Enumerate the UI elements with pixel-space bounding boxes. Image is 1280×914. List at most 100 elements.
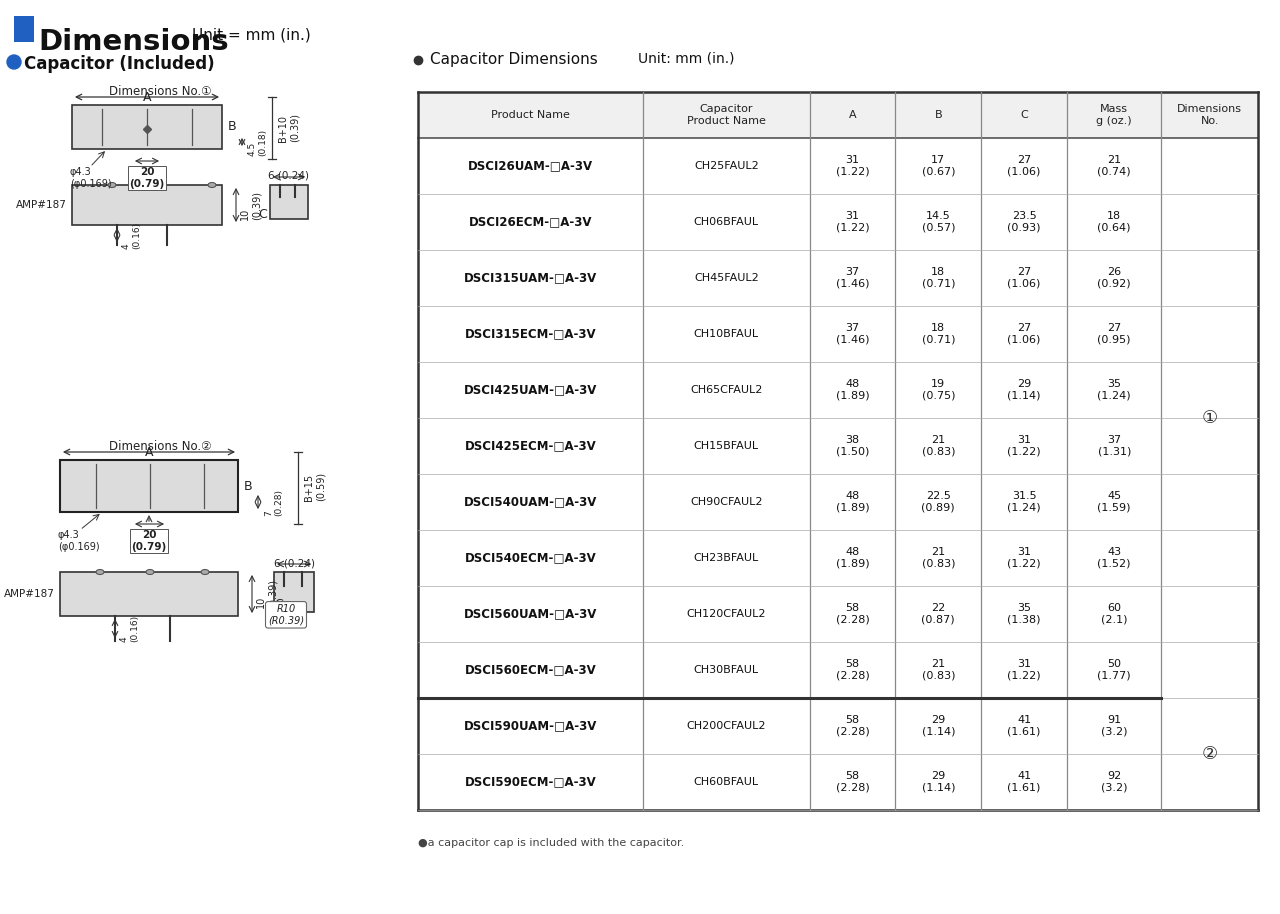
Text: 10
(0.39): 10 (0.39) bbox=[241, 190, 261, 219]
Text: DSCI425UAM-□A-3V: DSCI425UAM-□A-3V bbox=[463, 384, 598, 397]
Text: 27
(1.06): 27 (1.06) bbox=[1007, 267, 1041, 289]
Text: R10
(R0.39): R10 (R0.39) bbox=[268, 604, 305, 625]
Text: 58
(2.28): 58 (2.28) bbox=[836, 771, 869, 792]
Text: A: A bbox=[849, 110, 856, 120]
Text: φ4.3
(φ0.169): φ4.3 (φ0.169) bbox=[58, 530, 100, 552]
Text: CH06BFAUL: CH06BFAUL bbox=[694, 217, 759, 227]
Text: Dimensions
No.: Dimensions No. bbox=[1178, 104, 1242, 126]
Text: 48
(1.89): 48 (1.89) bbox=[836, 491, 869, 513]
Text: DSCI315UAM-□A-3V: DSCI315UAM-□A-3V bbox=[465, 271, 598, 284]
Text: B: B bbox=[934, 110, 942, 120]
Text: B: B bbox=[244, 480, 252, 493]
Text: DSCI560UAM-□A-3V: DSCI560UAM-□A-3V bbox=[463, 608, 598, 621]
Text: Unit: mm (in.): Unit: mm (in.) bbox=[637, 52, 735, 66]
Text: 6 (0.24): 6 (0.24) bbox=[274, 558, 315, 568]
Text: CH15BFAUL: CH15BFAUL bbox=[694, 441, 759, 451]
Bar bbox=[270, 185, 308, 219]
Text: 18
(0.71): 18 (0.71) bbox=[922, 267, 955, 289]
Text: 4
(0.16): 4 (0.16) bbox=[120, 614, 140, 642]
Text: DSCI425ECM-□A-3V: DSCI425ECM-□A-3V bbox=[465, 440, 596, 452]
Text: CH65CFAUL2: CH65CFAUL2 bbox=[690, 385, 763, 395]
Circle shape bbox=[6, 55, 20, 69]
Ellipse shape bbox=[108, 183, 116, 187]
Text: 7
(0.28): 7 (0.28) bbox=[264, 488, 283, 515]
Text: 38
(1.50): 38 (1.50) bbox=[836, 435, 869, 457]
Text: 43
(1.52): 43 (1.52) bbox=[1097, 547, 1132, 569]
Text: DSCI590ECM-□A-3V: DSCI590ECM-□A-3V bbox=[465, 775, 596, 789]
Text: AMP#187: AMP#187 bbox=[17, 200, 67, 210]
Text: 22.5
(0.89): 22.5 (0.89) bbox=[922, 491, 955, 513]
Bar bbox=[60, 460, 238, 512]
Text: 21
(0.74): 21 (0.74) bbox=[1097, 155, 1132, 176]
Text: ●a capacitor cap is included with the capacitor.: ●a capacitor cap is included with the ca… bbox=[419, 838, 685, 848]
Text: DSCI540ECM-□A-3V: DSCI540ECM-□A-3V bbox=[465, 551, 596, 565]
Bar bbox=[274, 572, 314, 612]
Text: CH90CFAUL2: CH90CFAUL2 bbox=[690, 497, 763, 507]
Text: A: A bbox=[145, 446, 154, 459]
Text: 35
(1.38): 35 (1.38) bbox=[1007, 603, 1041, 625]
Text: Dimensions: Dimensions bbox=[38, 28, 229, 56]
Text: CH60BFAUL: CH60BFAUL bbox=[694, 777, 759, 787]
Text: 4.5
(0.18): 4.5 (0.18) bbox=[248, 129, 268, 155]
Text: Product Name: Product Name bbox=[492, 110, 570, 120]
Text: DSCI26UAM-□A-3V: DSCI26UAM-□A-3V bbox=[468, 160, 593, 173]
Text: B+15
(0.59): B+15 (0.59) bbox=[305, 472, 325, 501]
Text: 35
(1.24): 35 (1.24) bbox=[1097, 379, 1132, 401]
Text: CH30BFAUL: CH30BFAUL bbox=[694, 665, 759, 675]
Text: 31
(1.22): 31 (1.22) bbox=[1007, 659, 1041, 681]
Text: 4
(0.16): 4 (0.16) bbox=[122, 221, 141, 249]
Text: 37
(1.31): 37 (1.31) bbox=[1097, 435, 1132, 457]
Text: Capacitor
Product Name: Capacitor Product Name bbox=[687, 104, 765, 126]
Bar bbox=[14, 16, 35, 42]
Text: 27
(0.95): 27 (0.95) bbox=[1097, 324, 1132, 345]
Text: φ4.3
(φ0.169): φ4.3 (φ0.169) bbox=[70, 167, 111, 188]
Text: 58
(2.28): 58 (2.28) bbox=[836, 603, 869, 625]
Text: 31.5
(1.24): 31.5 (1.24) bbox=[1007, 491, 1041, 513]
Text: Mass
g (oz.): Mass g (oz.) bbox=[1097, 104, 1132, 126]
Bar bbox=[60, 572, 238, 616]
Text: 6 (0.24): 6 (0.24) bbox=[269, 171, 310, 181]
Text: 17
(0.67): 17 (0.67) bbox=[922, 155, 955, 176]
Text: 50
(1.77): 50 (1.77) bbox=[1097, 659, 1132, 681]
Text: CH120CFAUL2: CH120CFAUL2 bbox=[686, 609, 767, 619]
Text: 26
(0.92): 26 (0.92) bbox=[1097, 267, 1132, 289]
Text: Unit = mm (in.): Unit = mm (in.) bbox=[192, 28, 311, 43]
Text: 31
(1.22): 31 (1.22) bbox=[836, 155, 869, 176]
Text: 31
(1.22): 31 (1.22) bbox=[1007, 435, 1041, 457]
Ellipse shape bbox=[157, 183, 166, 187]
Text: 19
(0.75): 19 (0.75) bbox=[922, 379, 955, 401]
Text: 31
(1.22): 31 (1.22) bbox=[836, 211, 869, 233]
Text: 41
(1.61): 41 (1.61) bbox=[1007, 771, 1041, 792]
Text: 27
(1.06): 27 (1.06) bbox=[1007, 155, 1041, 176]
Text: Capacitor (Included): Capacitor (Included) bbox=[24, 55, 215, 73]
Bar bbox=[419, 92, 1258, 810]
Text: 18
(0.71): 18 (0.71) bbox=[922, 324, 955, 345]
Text: 21
(0.83): 21 (0.83) bbox=[922, 435, 955, 457]
Text: 31
(1.22): 31 (1.22) bbox=[1007, 547, 1041, 569]
Text: CH23BFAUL: CH23BFAUL bbox=[694, 553, 759, 563]
Text: Capacitor Dimensions: Capacitor Dimensions bbox=[430, 52, 598, 67]
Text: 10
(0.39): 10 (0.39) bbox=[256, 579, 278, 609]
Text: 27
(1.06): 27 (1.06) bbox=[1007, 324, 1041, 345]
Text: 37
(1.46): 37 (1.46) bbox=[836, 324, 869, 345]
Text: DSCI540UAM-□A-3V: DSCI540UAM-□A-3V bbox=[463, 495, 598, 508]
Text: CH200CFAUL2: CH200CFAUL2 bbox=[686, 721, 767, 731]
Text: 18
(0.64): 18 (0.64) bbox=[1097, 211, 1132, 233]
Text: 20
(0.79): 20 (0.79) bbox=[132, 530, 166, 552]
Ellipse shape bbox=[146, 569, 154, 575]
Text: 29
(1.14): 29 (1.14) bbox=[922, 771, 955, 792]
Text: 91
(3.2): 91 (3.2) bbox=[1101, 715, 1128, 737]
Text: 21
(0.83): 21 (0.83) bbox=[922, 547, 955, 569]
Text: 92
(3.2): 92 (3.2) bbox=[1101, 771, 1128, 792]
Text: DSCI560ECM-□A-3V: DSCI560ECM-□A-3V bbox=[465, 664, 596, 676]
Text: C: C bbox=[274, 598, 283, 611]
Text: AMP#187: AMP#187 bbox=[4, 589, 55, 599]
Text: 58
(2.28): 58 (2.28) bbox=[836, 715, 869, 737]
Bar bbox=[419, 92, 1258, 138]
Text: 22
(0.87): 22 (0.87) bbox=[922, 603, 955, 625]
Bar bbox=[72, 105, 221, 149]
Text: DSCI26ECM-□A-3V: DSCI26ECM-□A-3V bbox=[468, 216, 593, 228]
Ellipse shape bbox=[201, 569, 209, 575]
Text: 20
(0.79): 20 (0.79) bbox=[129, 167, 165, 188]
Text: 45
(1.59): 45 (1.59) bbox=[1097, 491, 1132, 513]
